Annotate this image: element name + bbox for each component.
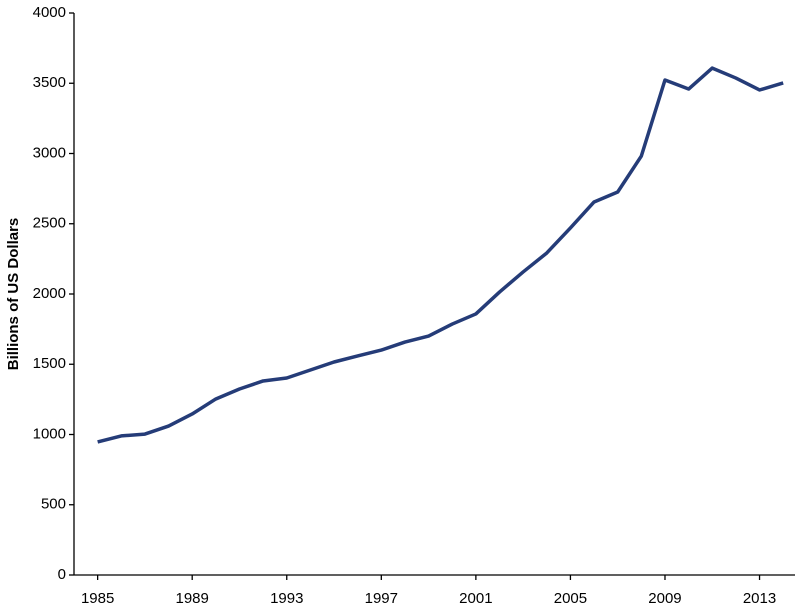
y-tick-label: 3000 xyxy=(33,144,66,161)
x-tick-label: 1989 xyxy=(176,590,209,607)
y-tick-label: 4000 xyxy=(33,4,66,21)
x-tick-label: 2005 xyxy=(554,590,587,607)
y-tick-label: 2000 xyxy=(33,285,66,302)
x-tick-label: 1993 xyxy=(270,590,303,607)
y-tick-label: 1000 xyxy=(33,425,66,442)
x-tick-label: 1985 xyxy=(81,590,114,607)
y-tick-label: 500 xyxy=(41,496,66,513)
x-tick-label: 2009 xyxy=(648,590,681,607)
x-tick-label: 2013 xyxy=(743,590,776,607)
y-tick-label: 3500 xyxy=(33,74,66,91)
x-tick-label: 1997 xyxy=(365,590,398,607)
x-tick-label: 2001 xyxy=(459,590,492,607)
y-tick-label: 1500 xyxy=(33,355,66,372)
y-axis-label: Billions of US Dollars xyxy=(5,218,22,371)
data-line xyxy=(97,66,784,444)
y-tick-label: 0 xyxy=(58,566,66,583)
y-tick-label: 2500 xyxy=(33,215,66,232)
